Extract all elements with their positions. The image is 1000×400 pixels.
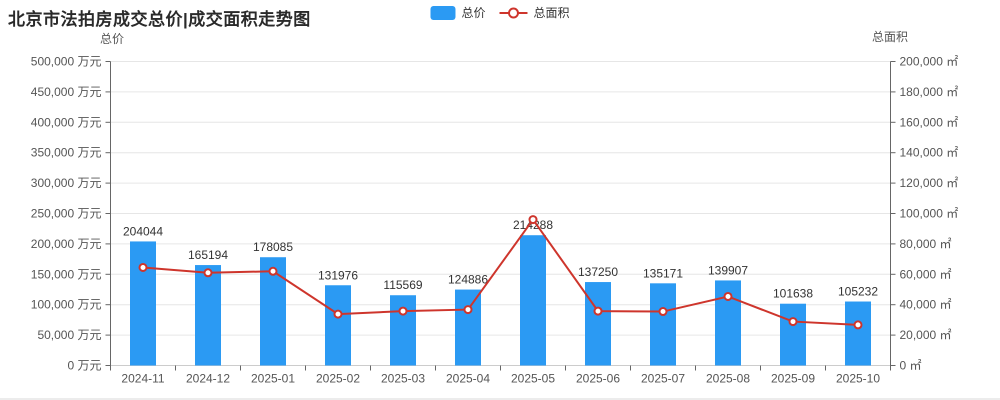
bar-value-label: 178085	[253, 240, 293, 254]
x-axis-label: 2025-03	[381, 372, 425, 386]
left-axis-tick-label: 0 万元	[67, 359, 101, 373]
legend-label-total-price: 总价	[461, 6, 486, 20]
bar-series-swatch-icon	[430, 5, 456, 20]
right-axis-name: 总面积	[872, 30, 909, 44]
line-marker-2025-07[interactable]	[658, 307, 668, 317]
x-axis-label: 2024-11	[121, 372, 164, 386]
bar-value-label: 137250	[578, 265, 618, 279]
page-title: 北京市法拍房成交总价|成交面积走势图	[8, 10, 311, 29]
line-series-swatch-icon	[499, 7, 528, 18]
right-axis-tick-label: 100,000 ㎡	[900, 207, 959, 221]
line-marker-2025-05[interactable]	[528, 215, 538, 225]
bar-value-label: 105232	[838, 285, 878, 299]
bar-value-label: 101638	[773, 287, 813, 301]
right-axis-tick-label: 200,000 ㎡	[900, 55, 959, 69]
bar-value-label: 139907	[708, 263, 748, 277]
bar-2025-10[interactable]	[845, 301, 871, 366]
bar-value-label: 124886	[448, 273, 488, 287]
bar-value-label: 214288	[513, 218, 553, 232]
right-axis-tick-label: 0 ㎡	[900, 359, 922, 373]
right-axis-tick-label: 140,000 ㎡	[900, 146, 959, 160]
bar-2024-12[interactable]	[195, 265, 221, 366]
bar-2025-06[interactable]	[585, 282, 611, 366]
bar-value-label: 115569	[383, 278, 422, 292]
x-axis-label: 2025-02	[316, 372, 360, 386]
x-axis-label: 2024-12	[186, 372, 230, 386]
bar-2025-02[interactable]	[325, 285, 351, 366]
bar-2025-05[interactable]	[520, 235, 546, 366]
bar-value-label: 131976	[318, 268, 358, 282]
right-axis-tick-label: 20,000 ㎡	[900, 328, 952, 342]
left-axis-tick-label: 150,000 万元	[31, 267, 102, 281]
line-marker-2025-08[interactable]	[723, 291, 733, 301]
x-axis-label: 2025-06	[576, 372, 620, 386]
left-axis-tick-label: 300,000 万元	[31, 176, 102, 190]
right-axis-tick-label: 120,000 ㎡	[900, 176, 959, 190]
x-axis-label: 2025-05	[511, 372, 555, 386]
x-axis-label: 2025-10	[836, 372, 880, 386]
right-axis-tick-label: 60,000 ㎡	[900, 267, 952, 281]
x-axis-label: 2025-07	[641, 372, 685, 386]
line-marker-2025-02[interactable]	[333, 309, 343, 319]
line-marker-2025-01[interactable]	[268, 266, 278, 276]
left-axis-tick-label: 50,000 万元	[37, 328, 101, 342]
line-marker-2025-10[interactable]	[853, 320, 863, 330]
line-marker-2025-04[interactable]	[463, 305, 473, 315]
bar-value-label: 135171	[643, 266, 683, 280]
bar-2025-07[interactable]	[650, 283, 676, 366]
bar-2024-11[interactable]	[130, 241, 156, 366]
legend-item-total-area[interactable]: 总面积	[499, 4, 570, 21]
left-axis-tick-label: 450,000 万元	[31, 85, 102, 99]
line-marker-2024-11[interactable]	[138, 262, 148, 272]
line-marker-2024-12[interactable]	[203, 268, 213, 278]
line-marker-2025-03[interactable]	[398, 306, 408, 316]
left-axis-tick-label: 400,000 万元	[31, 115, 102, 129]
left-axis-tick-label: 500,000 万元	[31, 55, 102, 69]
left-axis-tick-label: 100,000 万元	[31, 298, 102, 312]
legend: 总价 总面积	[430, 4, 570, 21]
legend-label-total-area: 总面积	[533, 6, 570, 20]
right-axis-tick-label: 80,000 ㎡	[900, 237, 952, 251]
left-axis-tick-label: 250,000 万元	[31, 207, 102, 221]
right-axis-tick-label: 160,000 ㎡	[900, 115, 959, 129]
right-axis-tick-label: 180,000 ㎡	[900, 85, 959, 99]
left-axis-tick-label: 350,000 万元	[31, 146, 102, 160]
left-axis-name: 总价	[99, 32, 124, 46]
x-axis-label: 2025-04	[446, 372, 490, 386]
bar-2025-03[interactable]	[390, 295, 416, 366]
x-axis-label: 2025-08	[706, 372, 750, 386]
line-marker-2025-09[interactable]	[788, 317, 798, 327]
bar-value-label: 204044	[123, 224, 163, 238]
left-axis-tick-label: 200,000 万元	[31, 237, 102, 251]
line-marker-2025-06[interactable]	[593, 306, 603, 316]
x-axis-label: 2025-01	[251, 372, 295, 386]
area-line-series	[142, 217, 859, 326]
legend-item-total-price[interactable]: 总价	[430, 4, 486, 21]
right-axis-tick-label: 40,000 ㎡	[900, 298, 952, 312]
bar-2025-04[interactable]	[455, 289, 481, 366]
bar-2025-09[interactable]	[780, 303, 806, 366]
x-axis-label: 2025-09	[771, 372, 815, 386]
bar-value-label: 165194	[188, 248, 228, 262]
